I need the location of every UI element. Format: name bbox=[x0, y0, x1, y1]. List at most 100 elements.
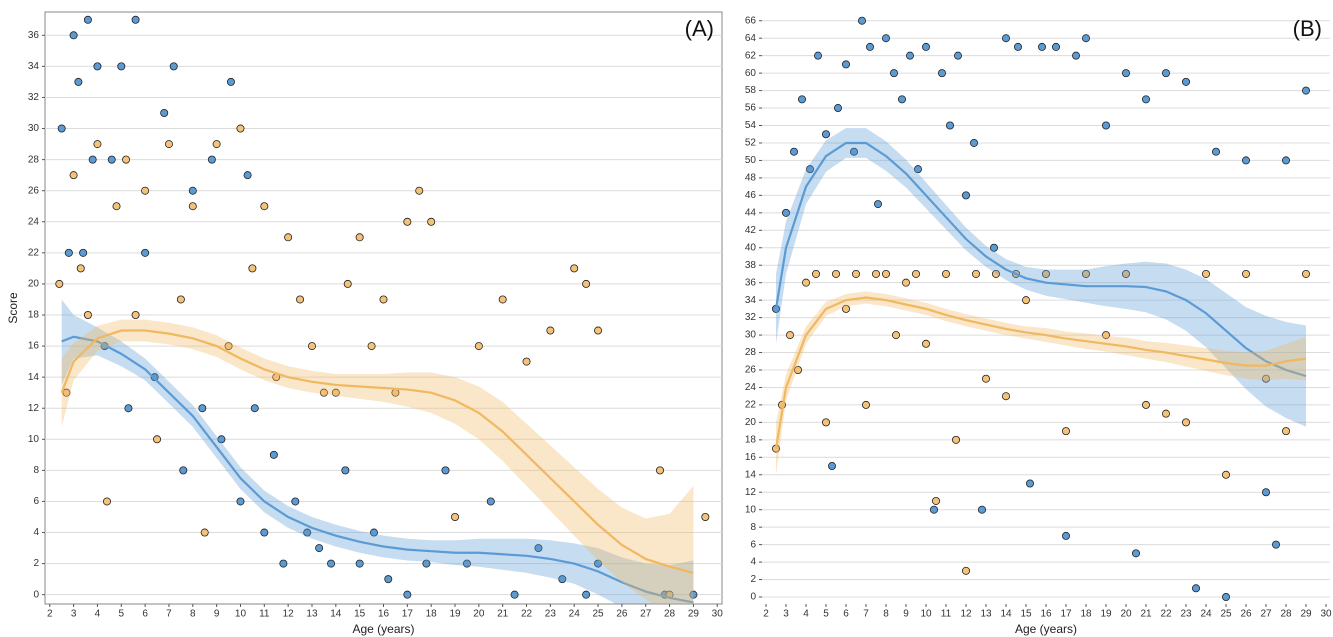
point bbox=[74, 77, 83, 86]
x-tick-label: 17 bbox=[1060, 609, 1072, 620]
point bbox=[972, 269, 981, 278]
x-tick-label: 16 bbox=[378, 609, 390, 620]
x-tick-label: 2 bbox=[47, 609, 53, 620]
y-tick-label: 16 bbox=[28, 341, 40, 352]
point bbox=[1122, 269, 1131, 278]
point bbox=[422, 559, 431, 568]
point bbox=[1142, 95, 1151, 104]
y-tick-label: 22 bbox=[28, 247, 40, 258]
point bbox=[296, 295, 305, 304]
y-tick-label: 2 bbox=[33, 558, 39, 569]
point bbox=[1022, 296, 1031, 305]
confidence-band bbox=[776, 291, 1306, 475]
y-tick-label: 4 bbox=[33, 527, 39, 538]
point bbox=[303, 528, 312, 537]
point bbox=[79, 248, 88, 257]
x-tick-label: 24 bbox=[569, 609, 581, 620]
y-tick-label: 26 bbox=[745, 365, 757, 376]
point bbox=[284, 233, 293, 242]
fit-line bbox=[60, 329, 694, 574]
point bbox=[1026, 479, 1035, 488]
y-tick-label: 18 bbox=[28, 310, 40, 321]
x-tick-label: 13 bbox=[980, 609, 992, 620]
point bbox=[379, 295, 388, 304]
plot-area bbox=[55, 15, 710, 604]
x-tick-label: 23 bbox=[545, 609, 557, 620]
point bbox=[932, 496, 941, 505]
point bbox=[782, 208, 791, 217]
point bbox=[1052, 42, 1061, 51]
point bbox=[1192, 584, 1201, 593]
point bbox=[343, 279, 352, 288]
fit-line bbox=[774, 141, 1307, 378]
point bbox=[141, 248, 150, 257]
y-tick-label: 34 bbox=[28, 61, 40, 72]
y-tick-label: 36 bbox=[28, 30, 40, 41]
point bbox=[1082, 34, 1091, 43]
x-tick-label: 18 bbox=[426, 609, 438, 620]
y-tick-label: 56 bbox=[745, 103, 757, 114]
x-tick-label: 10 bbox=[920, 609, 932, 620]
x-tick-label: 10 bbox=[235, 609, 247, 620]
point bbox=[822, 418, 831, 427]
point bbox=[534, 544, 543, 553]
x-tick-label: 20 bbox=[473, 609, 485, 620]
point bbox=[794, 365, 803, 374]
y-tick-label: 16 bbox=[745, 452, 757, 463]
point bbox=[866, 42, 875, 51]
point bbox=[594, 326, 603, 335]
point bbox=[327, 559, 336, 568]
y-tick-label: 20 bbox=[28, 279, 40, 290]
y-tick-label: 32 bbox=[745, 312, 757, 323]
y-tick-label: 48 bbox=[745, 173, 757, 184]
x-tick-label: 21 bbox=[497, 609, 509, 620]
point bbox=[279, 559, 288, 568]
y-tick-label: 64 bbox=[745, 33, 757, 44]
point bbox=[355, 233, 364, 242]
point bbox=[369, 528, 378, 537]
point bbox=[510, 590, 519, 599]
point bbox=[319, 388, 328, 397]
point bbox=[250, 404, 259, 413]
point bbox=[1282, 156, 1291, 165]
point bbox=[188, 186, 197, 195]
x-tick-label: 16 bbox=[1040, 609, 1052, 620]
y-tick-label: 14 bbox=[745, 469, 757, 480]
x-tick-label: 9 bbox=[903, 609, 909, 620]
point bbox=[962, 566, 971, 575]
y-tick-label: 28 bbox=[28, 154, 40, 165]
point bbox=[1132, 549, 1141, 558]
point bbox=[69, 31, 78, 40]
x-tick-label: 12 bbox=[283, 609, 295, 620]
point bbox=[922, 42, 931, 51]
y-tick-label: 62 bbox=[745, 50, 757, 61]
point bbox=[331, 388, 340, 397]
x-tick-label: 5 bbox=[119, 609, 125, 620]
point bbox=[892, 331, 901, 340]
point bbox=[970, 138, 979, 147]
y-tick-label: 10 bbox=[745, 504, 757, 515]
x-tick-label: 25 bbox=[1220, 609, 1232, 620]
x-tick-label: 8 bbox=[190, 609, 196, 620]
point bbox=[912, 269, 921, 278]
y-tick-label: 66 bbox=[745, 15, 757, 26]
point bbox=[1042, 269, 1051, 278]
plot-background bbox=[44, 11, 723, 605]
point bbox=[962, 191, 971, 200]
point bbox=[1262, 374, 1271, 383]
point bbox=[102, 497, 111, 506]
point bbox=[850, 147, 859, 156]
y-tick-label: 20 bbox=[745, 417, 757, 428]
y-tick-label: 60 bbox=[745, 68, 757, 79]
x-tick-label: 17 bbox=[402, 609, 414, 620]
point bbox=[486, 497, 495, 506]
point bbox=[69, 171, 78, 180]
x-tick-label: 2 bbox=[763, 609, 769, 620]
point bbox=[315, 544, 324, 553]
point bbox=[427, 217, 436, 226]
x-tick-label: 9 bbox=[214, 609, 220, 620]
plot-background bbox=[762, 12, 1330, 604]
point bbox=[224, 342, 233, 351]
point bbox=[689, 590, 698, 599]
point bbox=[546, 326, 555, 335]
